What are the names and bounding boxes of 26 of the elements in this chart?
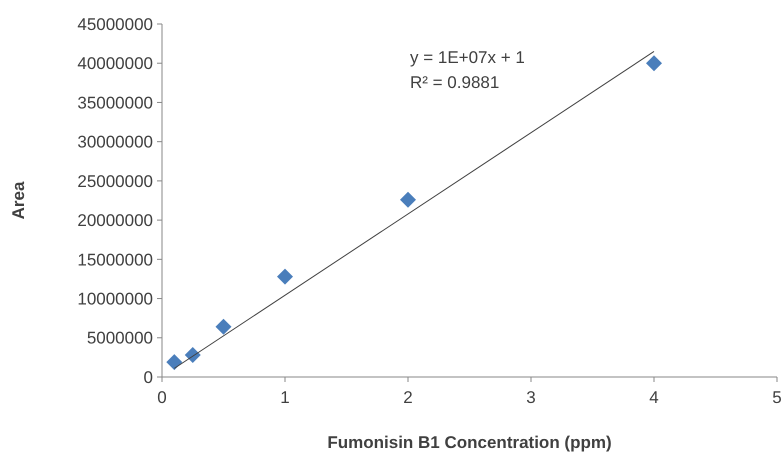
x-tick-label: 1 <box>280 388 290 407</box>
annotation: y = 1E+07x + 1 <box>410 48 525 67</box>
y-tick-label: 40000000 <box>77 54 153 74</box>
x-tick-label: 3 <box>526 388 536 407</box>
point <box>216 318 232 335</box>
x-tick-label: 5 <box>772 388 782 407</box>
x-tick-label: 0 <box>157 388 167 407</box>
x-tick-label: 4 <box>649 388 659 407</box>
x-tick-label: 2 <box>403 388 413 407</box>
point <box>646 55 662 72</box>
y-tick-label: 15000000 <box>77 250 153 270</box>
y-tick-label: 10000000 <box>77 290 153 309</box>
y-tick-label: 25000000 <box>77 172 153 191</box>
y-tick-label: 45000000 <box>77 14 153 34</box>
y-tick-label: 5000000 <box>86 328 153 348</box>
y-tick-label: 30000000 <box>77 132 153 152</box>
x-axis-title: Fumonisin B1 Concentration (ppm) <box>327 433 612 452</box>
y-tick-label: 0 <box>144 368 153 387</box>
point <box>166 354 182 370</box>
y-tick-label: 35000000 <box>77 93 153 112</box>
point <box>400 192 416 208</box>
point <box>277 268 293 285</box>
annotation: R² = 0.9881 <box>410 73 500 92</box>
y-axis-title: Area <box>9 181 28 220</box>
y-tick-label: 20000000 <box>77 211 153 230</box>
point <box>184 347 201 364</box>
